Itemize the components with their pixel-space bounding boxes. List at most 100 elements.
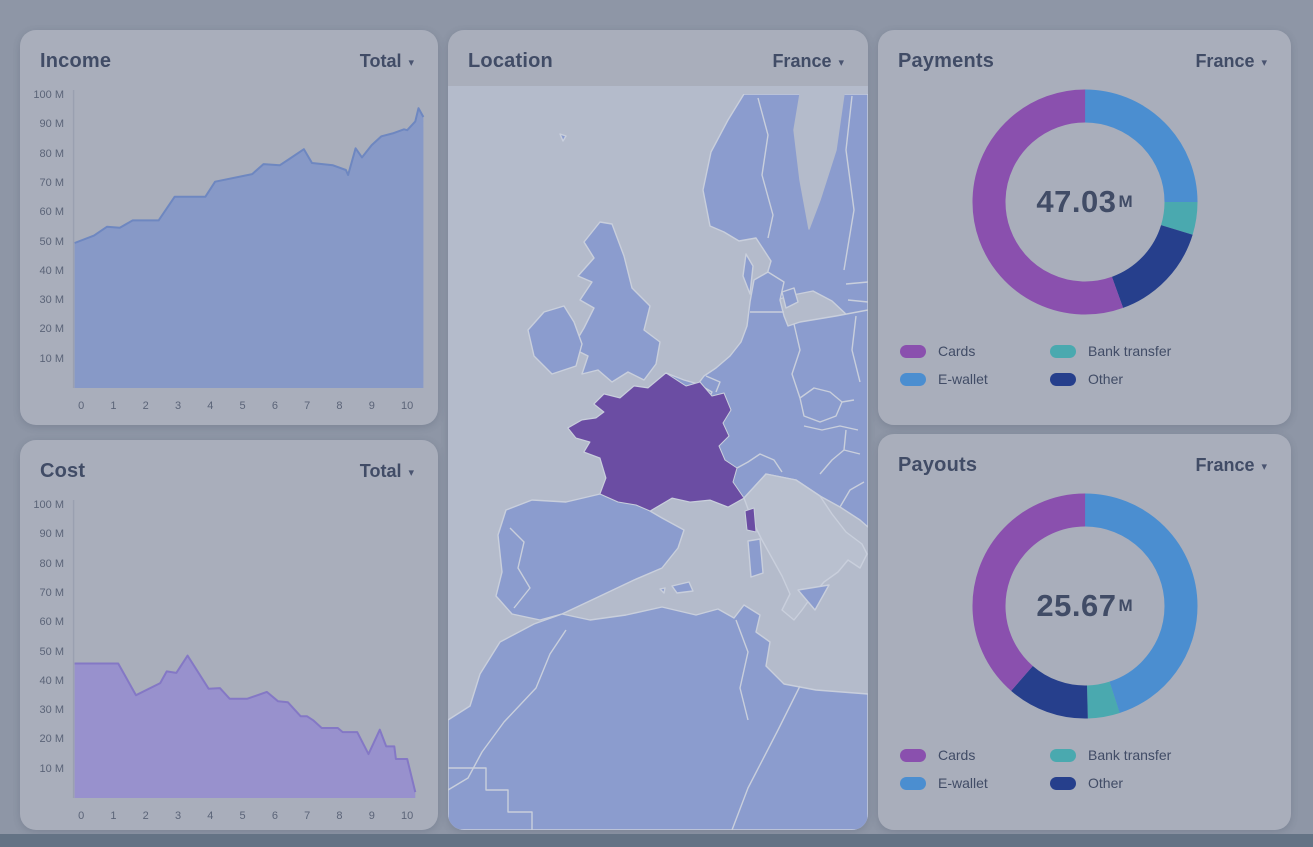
income-x-tick: 9 [368, 400, 375, 412]
legend-label: E-wallet [938, 371, 988, 387]
payouts-filter-dropdown[interactable]: France ▾ [1195, 455, 1267, 476]
income-x-tick: 1 [110, 400, 117, 412]
cost-y-tick: 40 M [39, 674, 64, 687]
income-x-tick: 2 [142, 400, 149, 412]
cost-x-tick: 0 [78, 810, 85, 822]
cost-y-tick: 60 M [39, 616, 64, 629]
income-y-tick: 30 M [39, 294, 64, 307]
income-y-tick: 20 M [39, 323, 64, 336]
legend-label: Other [1088, 371, 1124, 387]
map-country-france[interactable] [567, 372, 745, 512]
map-island-corsica[interactable] [744, 507, 757, 533]
cost-x-tick: 5 [239, 810, 246, 822]
payments-legend: Cards E-wallet Bank transfer Other [900, 343, 1291, 387]
other-swatch [1050, 372, 1076, 386]
map-region-italy [743, 473, 868, 621]
legend-label: Other [1088, 775, 1124, 791]
legend-item-e-wallet: E-wallet [900, 371, 1050, 387]
income-x-tick: 3 [174, 400, 182, 412]
location-filter-dropdown[interactable]: France ▾ [772, 51, 844, 72]
income-y-tick: 80 M [39, 147, 64, 160]
map-island-sicily [797, 584, 830, 611]
cost-filter-value: Total [359, 461, 402, 481]
legend-label: Bank transfer [1088, 747, 1172, 763]
payments-filter-dropdown[interactable]: France ▾ [1195, 51, 1267, 72]
cost-x-tick: 7 [304, 810, 311, 822]
europe-map [448, 86, 868, 830]
payouts-donut-chart: 25.67 M [970, 491, 1200, 721]
income-y-tick: 10 M [39, 352, 64, 365]
window-bottom-edge [0, 834, 1313, 847]
cost-plot [72, 500, 417, 798]
income-y-tick: 90 M [39, 118, 64, 131]
legend-item-other: Other [1050, 775, 1291, 791]
legend-item-bank-transfer: Bank transfer [1050, 343, 1291, 359]
legend-item-bank-transfer: Bank transfer [1050, 747, 1291, 763]
map-island-ibiza [659, 587, 666, 594]
e-wallet-swatch [900, 776, 926, 790]
legend-item-other: Other [1050, 371, 1291, 387]
map-island-zealand [781, 287, 799, 309]
payments-card-title: Payments [898, 50, 995, 72]
e-wallet-swatch [900, 372, 926, 386]
income-x-tick: 4 [207, 400, 214, 412]
chevron-down-icon: ▾ [408, 467, 414, 479]
map-gulf-of-bothnia [793, 94, 845, 230]
payouts-legend: Cards E-wallet Bank transfer Other [900, 747, 1291, 791]
income-y-tick: 40 M [39, 264, 64, 277]
payouts-ring [972, 493, 1197, 719]
map-island-gotland [742, 253, 754, 295]
legend-item-cards: Cards [900, 343, 1050, 359]
location-filter-value: France [772, 51, 832, 71]
income-filter-dropdown[interactable]: Total ▾ [360, 51, 414, 72]
cost-x-tick: 3 [174, 810, 182, 822]
location-card-title: Location [468, 50, 553, 72]
cards-swatch [900, 748, 926, 762]
cost-x-tick: 4 [207, 810, 214, 822]
cost-card: Cost Total ▾ 100 M 90 M 80 M 70 M 60 M 50 M 40… [20, 440, 438, 830]
cost-x-tick: 6 [271, 810, 278, 822]
income-plot [72, 90, 425, 388]
cost-x-tick: 8 [336, 810, 343, 822]
cost-x-tick: 1 [110, 810, 117, 822]
map-region-ireland [527, 305, 583, 375]
income-card-title: Income [40, 50, 112, 72]
legend-label: E-wallet [938, 775, 988, 791]
other-swatch [1050, 776, 1076, 790]
payments-segment-cards [972, 89, 1197, 315]
income-y-tick: 100 M [33, 89, 64, 101]
legend-label: Bank transfer [1088, 343, 1172, 359]
cost-y-tick: 90 M [39, 528, 64, 541]
map-region-north-africa [448, 604, 868, 830]
income-y-tick: 50 M [39, 235, 64, 248]
map-island-faroe [559, 133, 567, 142]
cost-area-chart: 100 M 90 M 80 M 70 M 60 M 50 M 40 M 30 M 20 M 10 … [20, 498, 438, 828]
income-area-chart: 100 M 90 M 80 M 70 M 60 M 50 M 40 M 30 M 20 M 10 … [20, 88, 438, 418]
payments-ring [972, 89, 1197, 315]
cost-y-tick: 30 M [39, 704, 64, 717]
map-country-borders [448, 95, 868, 830]
income-y-tick: 60 M [39, 206, 64, 219]
payouts-segment-cards [972, 493, 1197, 719]
cost-filter-dropdown[interactable]: Total ▾ [360, 461, 414, 482]
payouts-card: Payouts France ▾ 25.67 M Cards E-wallet … [878, 434, 1291, 830]
cost-y-tick: 80 M [39, 557, 64, 570]
cost-y-tick: 10 M [39, 762, 64, 775]
bank-transfer-swatch [1050, 748, 1076, 762]
income-filter-value: Total [359, 51, 402, 71]
income-x-tick: 10 [401, 400, 414, 412]
map-region-uk [571, 221, 661, 383]
cost-x-tick: 2 [142, 810, 149, 822]
legend-label: Cards [938, 747, 976, 763]
legend-label: Cards [938, 343, 976, 359]
cost-x-tick: 10 [401, 810, 414, 822]
cost-card-title: Cost [40, 460, 86, 482]
chevron-down-icon: ▾ [838, 57, 844, 69]
map-island-mallorca [671, 581, 694, 594]
income-x-tick: 7 [304, 400, 311, 412]
cost-y-tick: 20 M [39, 733, 64, 746]
legend-item-e-wallet: E-wallet [900, 775, 1050, 791]
payments-donut-chart: 47.03 M [970, 87, 1200, 317]
payments-segment-bank-transfer [972, 89, 1197, 315]
income-y-tick: 70 M [39, 176, 64, 189]
